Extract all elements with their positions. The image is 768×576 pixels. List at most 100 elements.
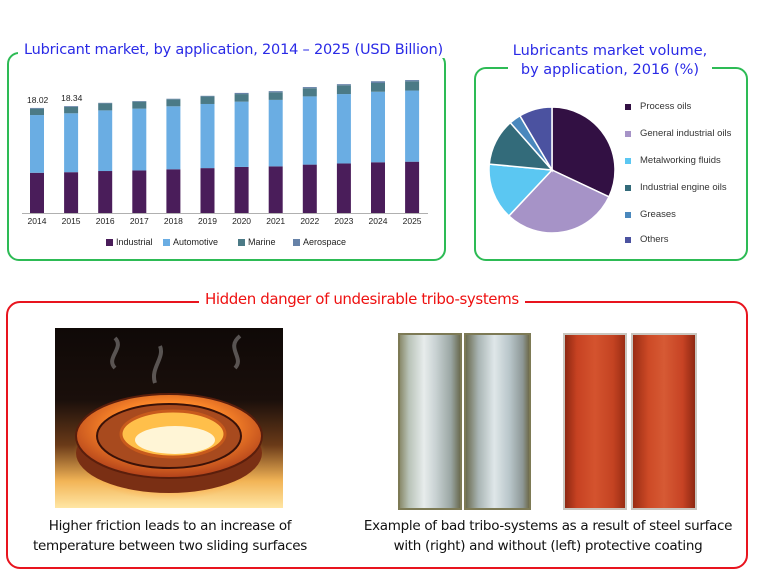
steel-shell-left <box>398 333 462 510</box>
legend-label: Industrial engine oils <box>640 182 727 193</box>
bar-segment-marine <box>30 108 44 116</box>
bar-segment-automotive <box>336 94 351 164</box>
bar-segment-aerospace <box>336 84 351 86</box>
bar-segment-automotive <box>302 96 317 165</box>
bar-chart-title: Lubricant market, by application, 2014 –… <box>18 42 449 58</box>
bar-segment-industrial <box>405 161 420 213</box>
bar-segment-aerospace <box>64 106 79 107</box>
bar-segment-industrial <box>166 169 181 213</box>
pie-slice-process-oils <box>551 106 616 198</box>
x-tick-label: 2020 <box>232 216 252 226</box>
bar-segment-marine <box>302 88 317 97</box>
pie-legend-others: Others <box>625 234 669 245</box>
x-tick-label: 2017 <box>129 216 149 226</box>
x-tick-label: 2019 <box>198 216 217 226</box>
legend-automotive: Automotive <box>163 237 218 247</box>
pie-chart-title: Lubricants market volume, by application… <box>508 42 712 80</box>
legend-label: General industrial oils <box>640 128 732 139</box>
legend-label: Metalworking fluids <box>640 155 721 166</box>
bar-segment-marine <box>132 101 147 109</box>
tribo-systems-title: Hidden danger of undesirable tribo-syste… <box>199 290 525 308</box>
bar-segment-marine <box>234 94 249 102</box>
coated-red-shells-image <box>563 333 697 510</box>
bar-segment-marine <box>166 99 181 107</box>
legend-label: Others <box>640 234 669 245</box>
legend-label: Marine <box>248 237 276 247</box>
bearing-icon <box>75 334 263 493</box>
pie-legend-process-oils: Process oils <box>625 101 691 112</box>
bar-segment-automotive <box>268 99 283 167</box>
bar-segment-aerospace <box>268 91 283 93</box>
x-tick-label: 2025 <box>402 216 422 226</box>
legend-swatch <box>625 103 631 110</box>
x-tick-label: 2018 <box>163 216 183 226</box>
bar-segment-automotive <box>234 101 249 167</box>
steel-shell-right <box>464 333 531 510</box>
x-tick-label: 2022 <box>300 216 320 226</box>
bar-segment-marine <box>336 85 351 95</box>
bar-segment-aerospace <box>302 87 317 89</box>
bar-segment-aerospace <box>166 98 181 100</box>
caption-right: Example of bad tribo-systems as a result… <box>348 516 748 556</box>
legend-industrial: Industrial <box>106 237 153 247</box>
legend-label: Aerospace <box>303 237 347 247</box>
legend-swatch <box>625 157 631 164</box>
pie-slice-metalworking-fluids <box>488 163 554 217</box>
legend-label: Industrial <box>116 237 153 247</box>
legend-swatch-marine <box>238 238 245 246</box>
bar-segment-aerospace <box>234 92 249 95</box>
legend-swatch-industrial <box>106 238 113 246</box>
bar-segment-automotive <box>405 90 420 162</box>
caption-left: Higher friction leads to an increase of … <box>20 516 320 556</box>
uncoated-steel-shells-image <box>398 333 531 510</box>
caption-right-line1: Example of bad tribo-systems as a result… <box>363 518 733 534</box>
legend-swatch <box>625 236 631 243</box>
legend-swatch <box>625 130 631 137</box>
bar-segment-industrial <box>200 168 215 213</box>
bar-segment-industrial <box>132 170 147 213</box>
x-tick-label: 2021 <box>266 216 286 226</box>
bar-data-label: 18.02 <box>27 94 49 105</box>
legend-label: Automotive <box>173 237 219 247</box>
bar-segment-industrial <box>30 172 44 213</box>
x-tick-label: 2015 <box>61 216 81 226</box>
pie-legend-greases: Greases <box>625 209 676 220</box>
bar-segment-aerospace <box>98 102 113 104</box>
bar-segment-automotive <box>200 103 215 169</box>
legend-swatch-aerospace <box>293 238 300 246</box>
bar-segment-automotive <box>64 113 79 173</box>
bar-segment-automotive <box>30 115 44 173</box>
legend-swatch <box>625 184 631 191</box>
pie-slice-general-industrial-oils <box>507 169 611 234</box>
bar-segment-automotive <box>98 110 113 172</box>
bar-segment-industrial <box>64 172 79 213</box>
legend-label: Greases <box>640 209 676 220</box>
bar-segment-marine <box>268 92 283 100</box>
bar-segment-marine <box>64 106 79 114</box>
bar-segment-automotive <box>371 91 385 163</box>
x-tick-label: 2016 <box>95 216 115 226</box>
legend-swatch <box>625 211 631 218</box>
pie-title-line1: Lubricants market volume, <box>512 43 708 59</box>
caption-right-line2: with (right) and without (left) protecti… <box>393 538 703 554</box>
bar-segment-automotive <box>132 108 147 171</box>
bar-segment-automotive <box>166 106 181 170</box>
bar-segment-industrial <box>234 166 249 213</box>
bar-segment-industrial <box>336 163 351 213</box>
pie-legend-industrial-engine-oils: Industrial engine oils <box>625 182 727 193</box>
bar-segment-marine <box>200 96 215 104</box>
bar-segment-industrial <box>98 171 113 213</box>
caption-left-line1: Higher friction leads to an increase of <box>48 518 292 534</box>
x-tick-label: 2023 <box>334 216 354 226</box>
pie-legend-metalworking-fluids: Metalworking fluids <box>625 155 721 166</box>
bar-segment-aerospace <box>30 107 44 109</box>
bar-segment-aerospace <box>371 81 385 83</box>
legend-swatch-automotive <box>163 238 170 246</box>
bar-segment-aerospace <box>132 101 147 102</box>
caption-left-line2: temperature between two sliding surfaces <box>33 538 307 554</box>
bar-segment-industrial <box>302 164 317 213</box>
bar-segment-industrial <box>371 162 385 213</box>
bar-segment-marine <box>405 81 420 91</box>
